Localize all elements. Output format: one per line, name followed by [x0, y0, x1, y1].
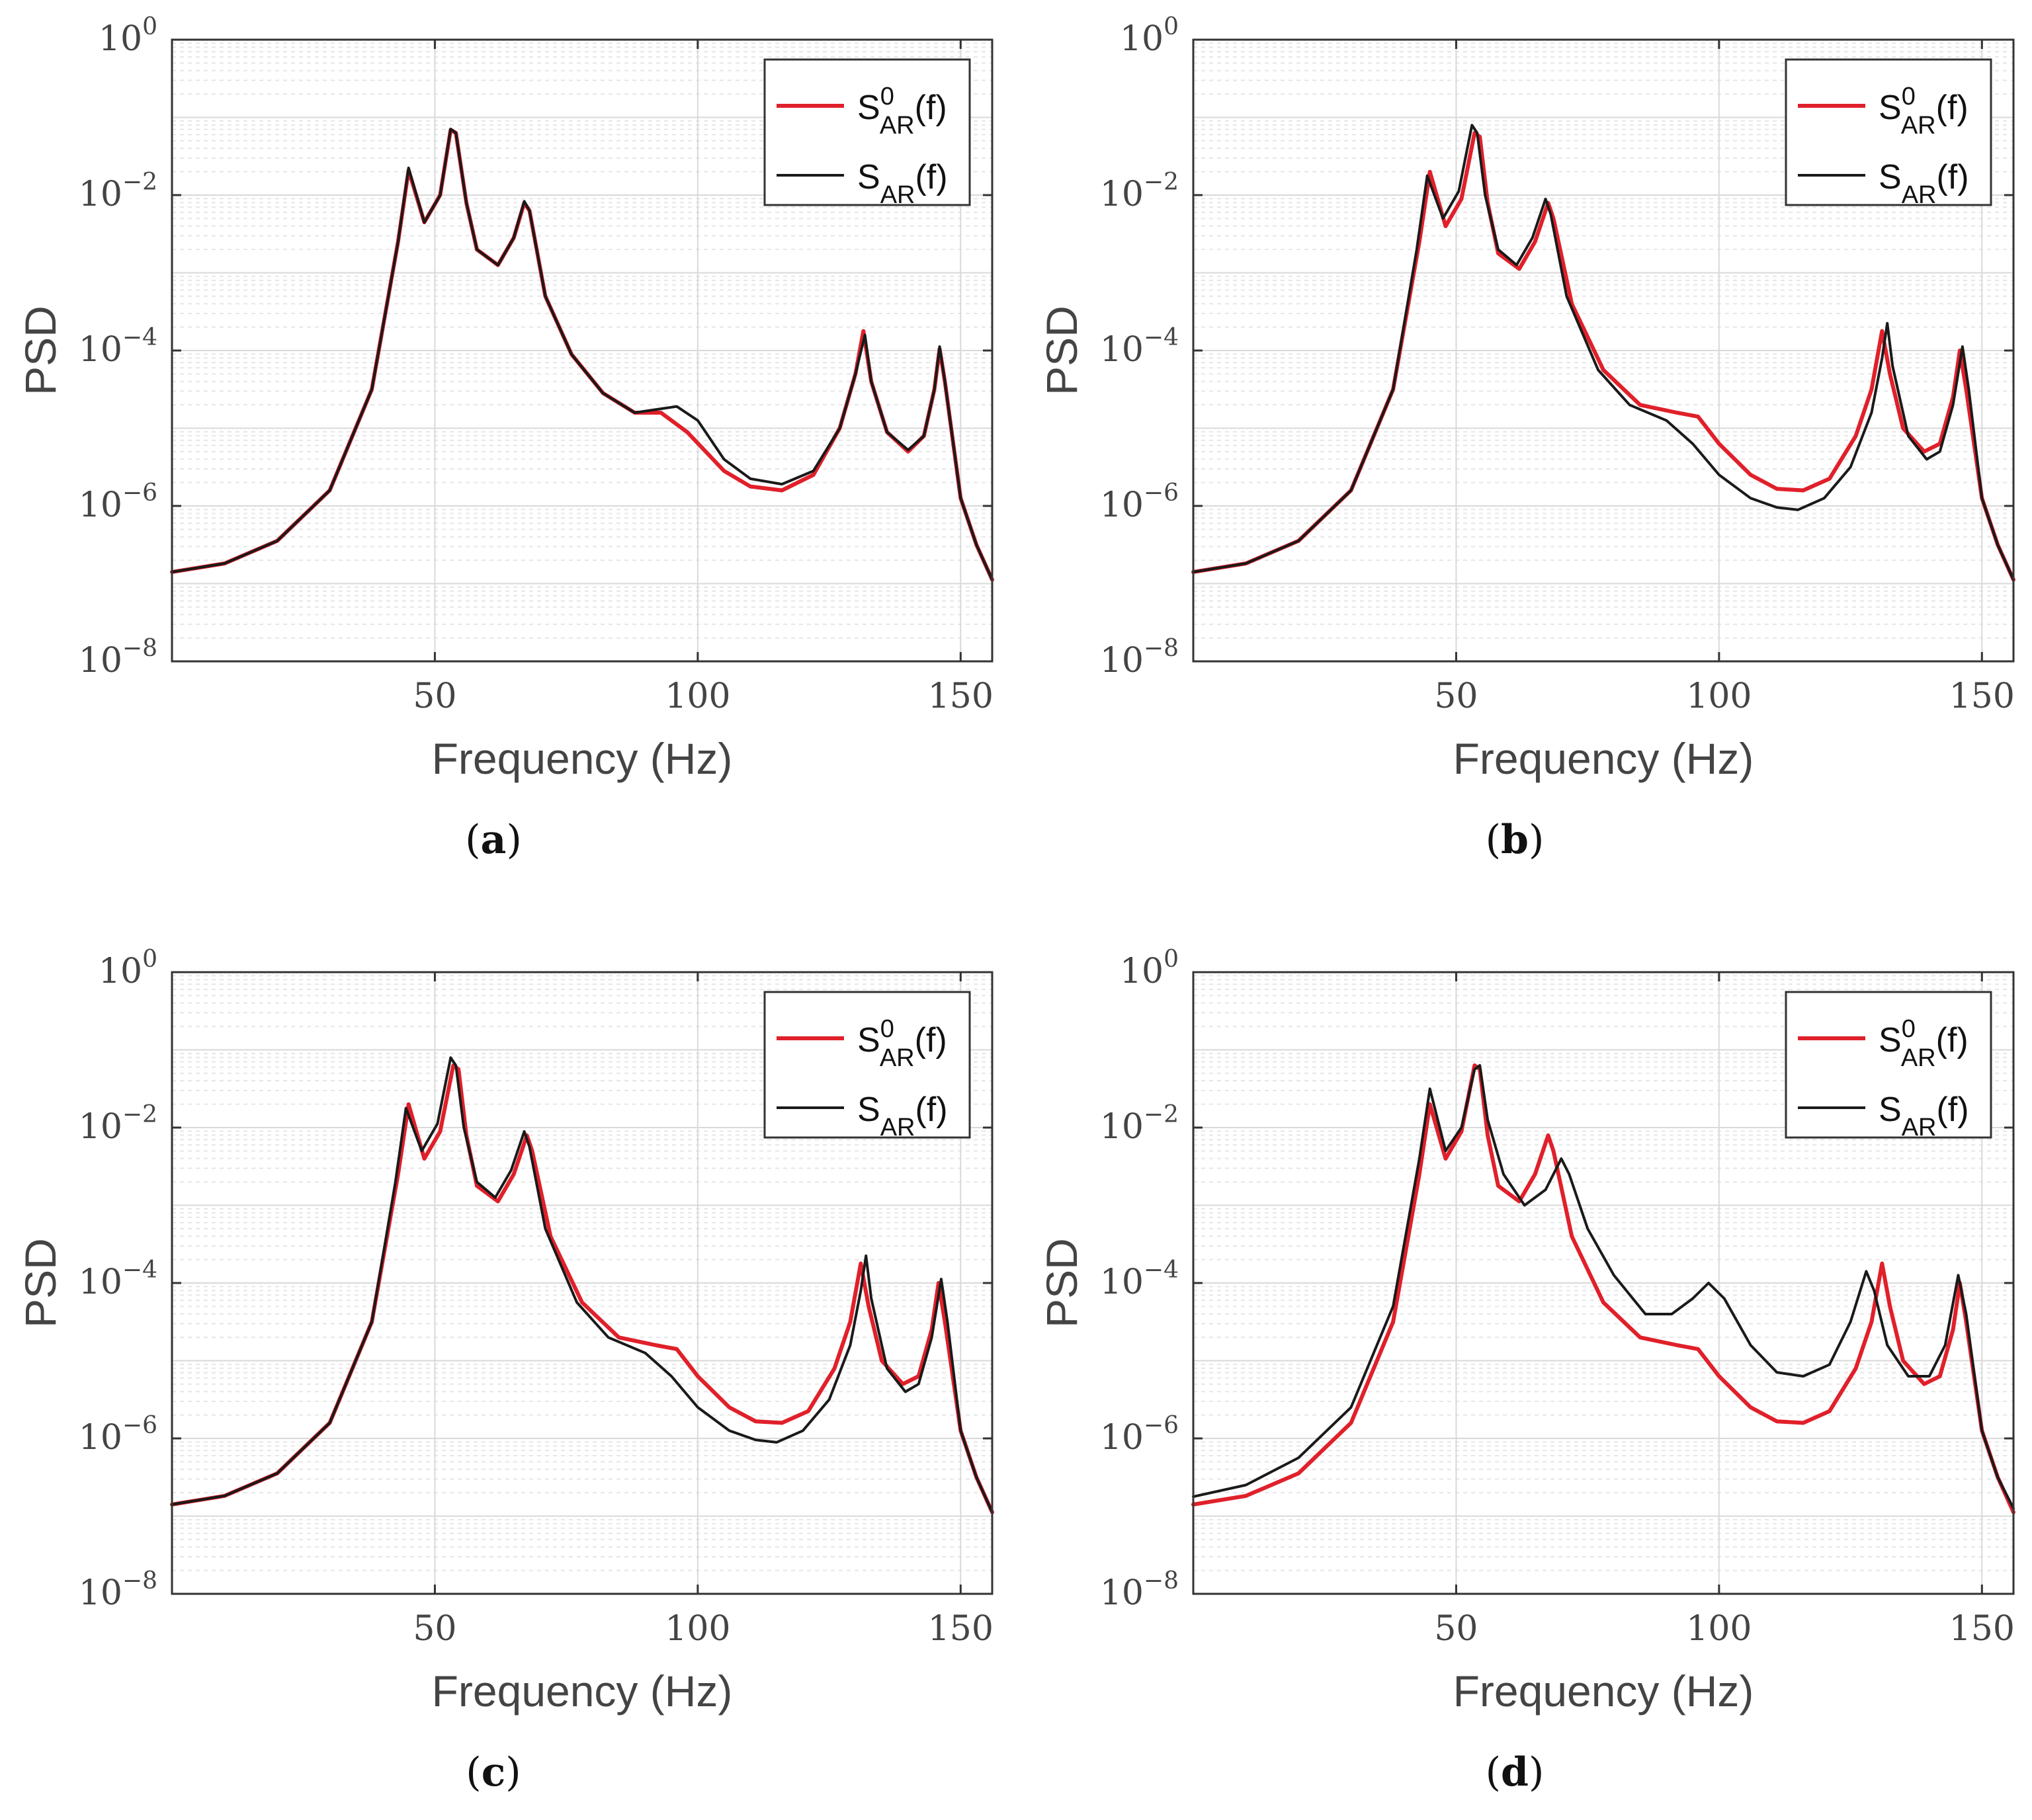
- legend-entry-label: S0 AR(f): [1879, 83, 1968, 140]
- y-tick-label: 10−6: [79, 479, 157, 525]
- legend-entry-label: S0 AR(f): [857, 1015, 947, 1072]
- y-tick-label: 10−2: [1100, 1101, 1179, 1147]
- legend-entry-label: S0 AR(f): [1879, 1015, 1968, 1072]
- x-tick-label: 100: [665, 1609, 730, 1649]
- y-tick-label: 10−4: [79, 324, 157, 370]
- y-tick-label: 10−2: [79, 1101, 157, 1147]
- panel-label: (d): [1486, 1749, 1545, 1796]
- y-axis-label: PSD: [16, 306, 65, 395]
- x-tick-label: 150: [1949, 677, 2015, 716]
- x-tick-label: 50: [413, 677, 456, 716]
- series-line-s: [171, 128, 994, 581]
- panel-label: (b): [1486, 817, 1545, 863]
- y-tick-label: 10−4: [1100, 324, 1179, 370]
- legend: S0 AR(f) SAR(f): [1785, 991, 1992, 1141]
- series-line-s: [1192, 124, 2015, 581]
- legend-box: [763, 58, 971, 206]
- legend-entry-label: SAR(f): [857, 1091, 948, 1141]
- y-tick-label: 10−8: [79, 635, 157, 681]
- x-tick-label: 150: [928, 677, 994, 716]
- x-tick-label: 150: [928, 1609, 994, 1649]
- y-tick-label: 10−2: [1100, 169, 1179, 214]
- legend-box: [763, 991, 971, 1139]
- x-tick-label: 50: [1434, 1609, 1478, 1649]
- series-line-s: [171, 1056, 994, 1514]
- chart-panel-d: 50 100 150 100 10−2 10−4 10−6 10−8 Frequency (Hz…: [1037, 946, 2015, 1796]
- y-tick-label: 100: [99, 13, 157, 59]
- legend: S0 AR(f) SAR(f): [1785, 58, 1992, 209]
- x-tick-label: 100: [1686, 1609, 1752, 1649]
- x-axis-label: Frequency (Hz): [432, 734, 733, 783]
- y-tick-label: 100: [1120, 946, 1179, 991]
- x-tick-label: 100: [665, 677, 730, 716]
- legend-box: [1785, 58, 1992, 206]
- chart-panel-b: 50 100 150 100 10−2 10−4 10−6 10−8 Frequency (Hz…: [1037, 13, 2015, 863]
- series-line-s0: [1191, 131, 2015, 582]
- x-tick-label: 50: [413, 1609, 456, 1649]
- series-line-s0: [170, 1063, 994, 1514]
- y-tick-label: 10−4: [79, 1257, 157, 1302]
- y-axis-label: PSD: [1037, 306, 1086, 395]
- y-tick-label: 10−8: [1100, 1567, 1179, 1613]
- y-axis-label: PSD: [1037, 1238, 1086, 1328]
- y-tick-label: 100: [99, 946, 157, 991]
- legend: S0 AR(f) SAR(f): [763, 58, 971, 209]
- legend: S0 AR(f) SAR(f): [763, 991, 971, 1141]
- x-axis-label: Frequency (Hz): [432, 1667, 733, 1716]
- y-tick-label: 10−6: [79, 1412, 157, 1458]
- y-axis-label: PSD: [16, 1238, 65, 1328]
- y-tick-label: 10−2: [79, 169, 157, 214]
- legend-entry-label: S0 AR(f): [857, 83, 947, 140]
- y-tick-label: 10−6: [1100, 1412, 1179, 1458]
- y-tick-label: 10−8: [79, 1567, 157, 1613]
- series-line-s: [1192, 1064, 2015, 1510]
- panel-label: (a): [465, 817, 522, 863]
- y-tick-label: 100: [1120, 13, 1179, 59]
- y-tick-label: 10−8: [1100, 635, 1179, 681]
- chart-panel-c: 50 100 150 100 10−2 10−4 10−6 10−8 Frequency (Hz…: [16, 946, 994, 1796]
- series-line-s0: [1191, 1063, 2015, 1514]
- legend-entry-label: SAR(f): [1879, 158, 1969, 209]
- panel-label: (c): [466, 1749, 521, 1796]
- x-axis-label: Frequency (Hz): [1453, 734, 1754, 783]
- legend-box: [1785, 991, 1992, 1139]
- x-tick-label: 100: [1686, 677, 1752, 716]
- y-tick-label: 10−6: [1100, 479, 1179, 525]
- chart-panel-a: 50 100 150 100 10−2 10−4 10−6 10−8 Frequency (Hz…: [16, 13, 994, 863]
- x-tick-label: 150: [1949, 1609, 2015, 1649]
- x-tick-label: 50: [1434, 677, 1478, 716]
- legend-entry-label: SAR(f): [857, 158, 948, 209]
- y-tick-label: 10−4: [1100, 1257, 1179, 1302]
- legend-entry-label: SAR(f): [1879, 1091, 1969, 1141]
- x-axis-label: Frequency (Hz): [1453, 1667, 1754, 1716]
